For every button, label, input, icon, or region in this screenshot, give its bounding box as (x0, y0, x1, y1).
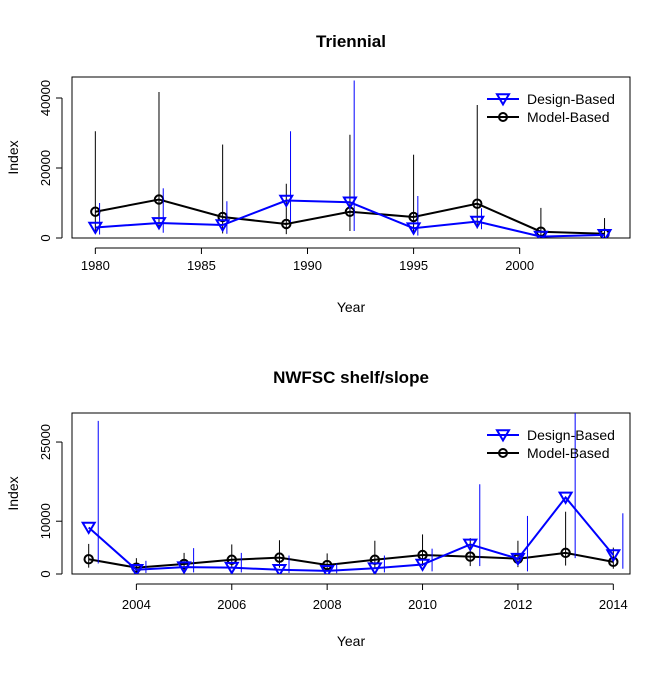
data-point (87, 221, 104, 235)
legend-label: Design-Based (527, 427, 615, 443)
data-point (608, 556, 619, 568)
data-point (226, 554, 237, 565)
x-tick-label: 2006 (217, 597, 246, 612)
data-point (469, 215, 485, 229)
series-line (88, 551, 614, 569)
plot-frame (71, 76, 631, 239)
chart-panel-1: Triennial 1980 1985 1990 1995 2000 Year 0 20000 4… (5, 32, 631, 315)
data-point (80, 521, 97, 535)
data-point (533, 230, 549, 238)
data-point (596, 229, 613, 238)
chart-panel-2: NWFSC shelf/slope 2004 2006 2008 2010 2012 201… (5, 368, 631, 649)
chart-title: NWFSC shelf/slope (273, 368, 429, 387)
x-axis-label: Year (337, 299, 366, 315)
legend-marker (495, 93, 511, 107)
legend-label: Design-Based (527, 91, 615, 107)
data-point (176, 561, 192, 574)
chart-title: Triennial (316, 32, 386, 51)
data-point (605, 549, 622, 563)
plot-area (87, 80, 613, 238)
data-point (83, 554, 94, 565)
series-model-based (83, 511, 619, 573)
x-tick-label: 2008 (313, 597, 342, 612)
y-tick-label: 0 (38, 234, 53, 241)
series-line (88, 495, 615, 572)
x-tick-label: 1990 (293, 258, 322, 273)
data-point (319, 565, 335, 574)
data-point (224, 561, 240, 574)
data-point (278, 194, 295, 208)
data-point (367, 562, 383, 574)
data-point (271, 563, 288, 574)
x-tick-label: 2010 (408, 597, 437, 612)
x-axis-label: Year (337, 633, 366, 649)
legend-marker (498, 112, 508, 122)
y-tick-label: 20000 (38, 150, 53, 186)
x-tick-label: 2000 (505, 258, 534, 273)
data-point (472, 198, 483, 209)
y-axis-label: Index (5, 476, 21, 510)
legend-marker (495, 429, 511, 443)
y-tick-label: 40000 (38, 80, 53, 116)
data-point (462, 538, 478, 552)
data-point (321, 559, 333, 571)
data-point (414, 558, 431, 572)
data-point (214, 219, 231, 233)
legend-label: Model-Based (527, 109, 610, 125)
data-point (557, 491, 574, 505)
series-line (95, 199, 605, 238)
data-point (151, 217, 167, 231)
legend-marker (498, 448, 508, 458)
legend-label: Model-Based (527, 445, 610, 461)
x-tick-label: 2014 (599, 597, 628, 612)
y-tick-label: 10000 (38, 503, 53, 539)
y-axis-label: Index (5, 140, 21, 174)
data-point (465, 551, 476, 562)
series-line (95, 198, 605, 235)
legend: Design-Based Model-Based (487, 91, 615, 125)
legend: Design-Based Model-Based (487, 427, 615, 461)
data-point (405, 222, 422, 236)
data-point (342, 196, 358, 210)
y-tick-label: 0 (38, 570, 53, 577)
x-tick-label: 1985 (187, 258, 216, 273)
data-point (510, 552, 526, 567)
data-point (560, 547, 571, 559)
series-model-based (90, 92, 610, 238)
data-point (128, 563, 145, 574)
x-tick-label: 1995 (399, 258, 428, 273)
series-design-based (87, 80, 613, 238)
x-tick-label: 2004 (122, 597, 151, 612)
y-tick-label: 25000 (38, 424, 53, 460)
series-design-based (80, 413, 624, 574)
plot-area (80, 413, 624, 574)
plot-frame (71, 412, 631, 575)
data-point (274, 552, 285, 563)
x-tick-label: 1980 (81, 258, 110, 273)
x-tick-label: 2012 (503, 597, 532, 612)
data-point (281, 218, 292, 230)
